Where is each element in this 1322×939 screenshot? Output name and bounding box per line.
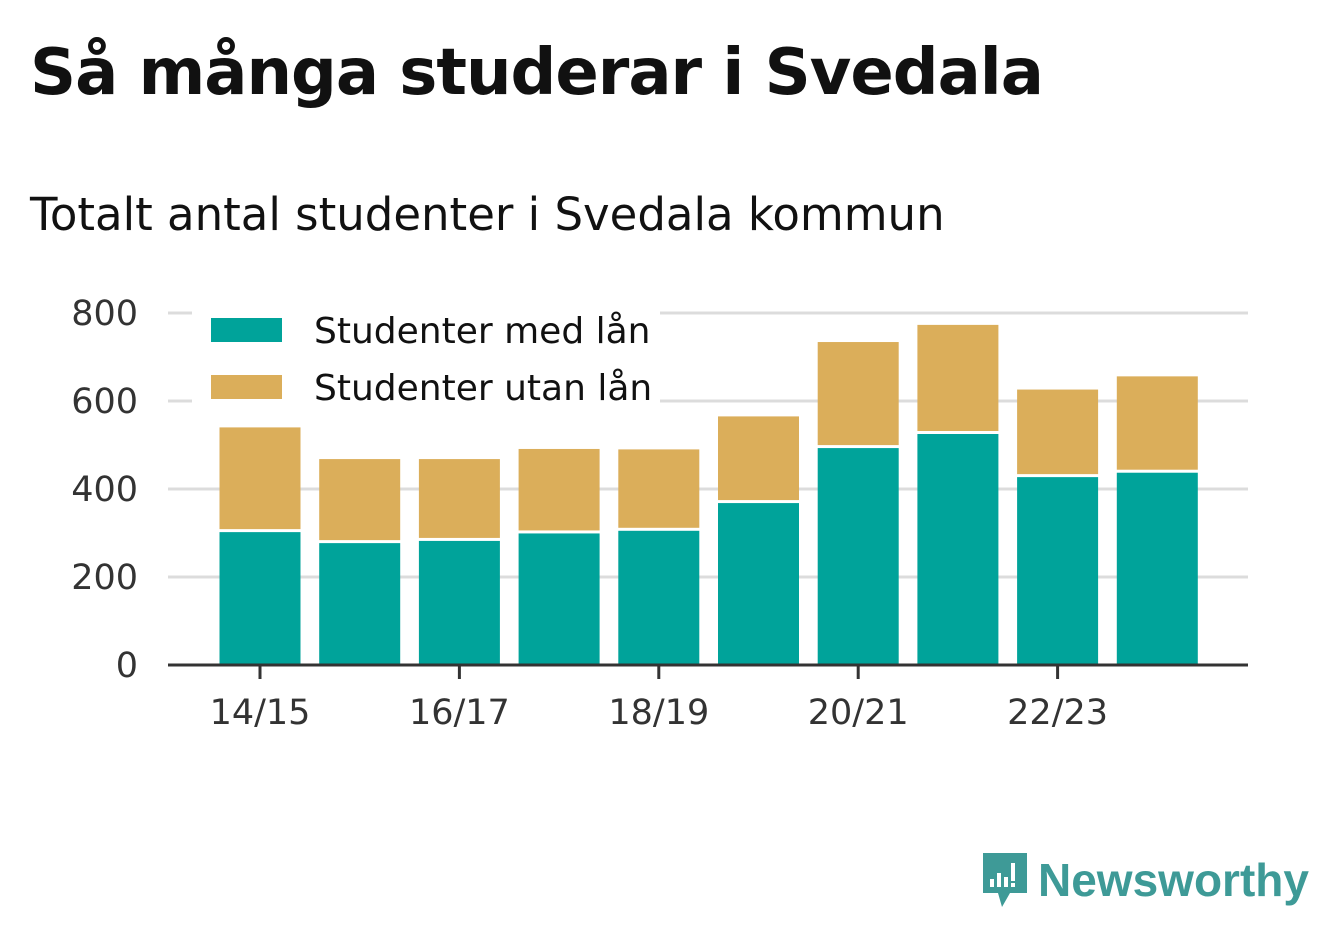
bar-segment	[1017, 477, 1099, 665]
brand-name: Newsworthy	[1038, 854, 1309, 906]
bar-segment	[817, 342, 899, 446]
x-tick-label: 18/19	[608, 693, 709, 733]
axes: 0 200 400 600 800 14/15 16/17 18/19 20/21 22/23	[71, 294, 1248, 733]
bar-segment	[219, 427, 301, 530]
legend-label: Studenter utan lån	[314, 368, 652, 409]
bar-segment	[718, 503, 799, 665]
y-tick-label: 600	[71, 382, 138, 422]
bar-segment	[1116, 376, 1198, 470]
bars	[219, 324, 1198, 665]
chart-title: Så många studerar i Svedala	[30, 36, 1044, 110]
x-tick-label: 20/21	[808, 693, 909, 733]
bar-segment	[418, 459, 500, 538]
bar-segment	[1116, 472, 1198, 665]
bar-segment	[618, 530, 700, 665]
legend: Studenter med lån Studenter utan lån	[192, 308, 660, 409]
x-tick-label: 14/15	[210, 693, 311, 733]
bar-segment	[1017, 389, 1099, 475]
bar-segment	[219, 532, 301, 665]
chart-subtitle: Totalt antal studenter i Svedala kommun	[30, 188, 945, 241]
legend-swatch	[211, 318, 282, 342]
bar-segment	[319, 459, 401, 541]
y-tick-label: 800	[71, 294, 138, 334]
bar-chart-speech-icon	[983, 853, 1027, 907]
bar-segment	[817, 448, 899, 665]
newsworthy-logo: Newsworthy	[980, 848, 1309, 912]
y-tick-label: 400	[71, 470, 138, 510]
x-tick-label: 22/23	[1007, 693, 1108, 733]
legend-swatch	[211, 375, 282, 399]
bar-segment	[418, 540, 500, 665]
y-tick-label: 0	[116, 646, 138, 686]
legend-label: Studenter med lån	[314, 311, 651, 352]
x-tick-label: 16/17	[409, 693, 510, 733]
y-tick-label: 200	[71, 558, 138, 598]
bar-segment	[917, 324, 999, 431]
bar-segment	[618, 449, 700, 528]
bar-segment	[718, 416, 799, 501]
bar-segment	[917, 434, 999, 665]
bar-segment	[518, 533, 600, 665]
bar-segment	[518, 448, 600, 531]
bar-segment	[319, 543, 401, 665]
